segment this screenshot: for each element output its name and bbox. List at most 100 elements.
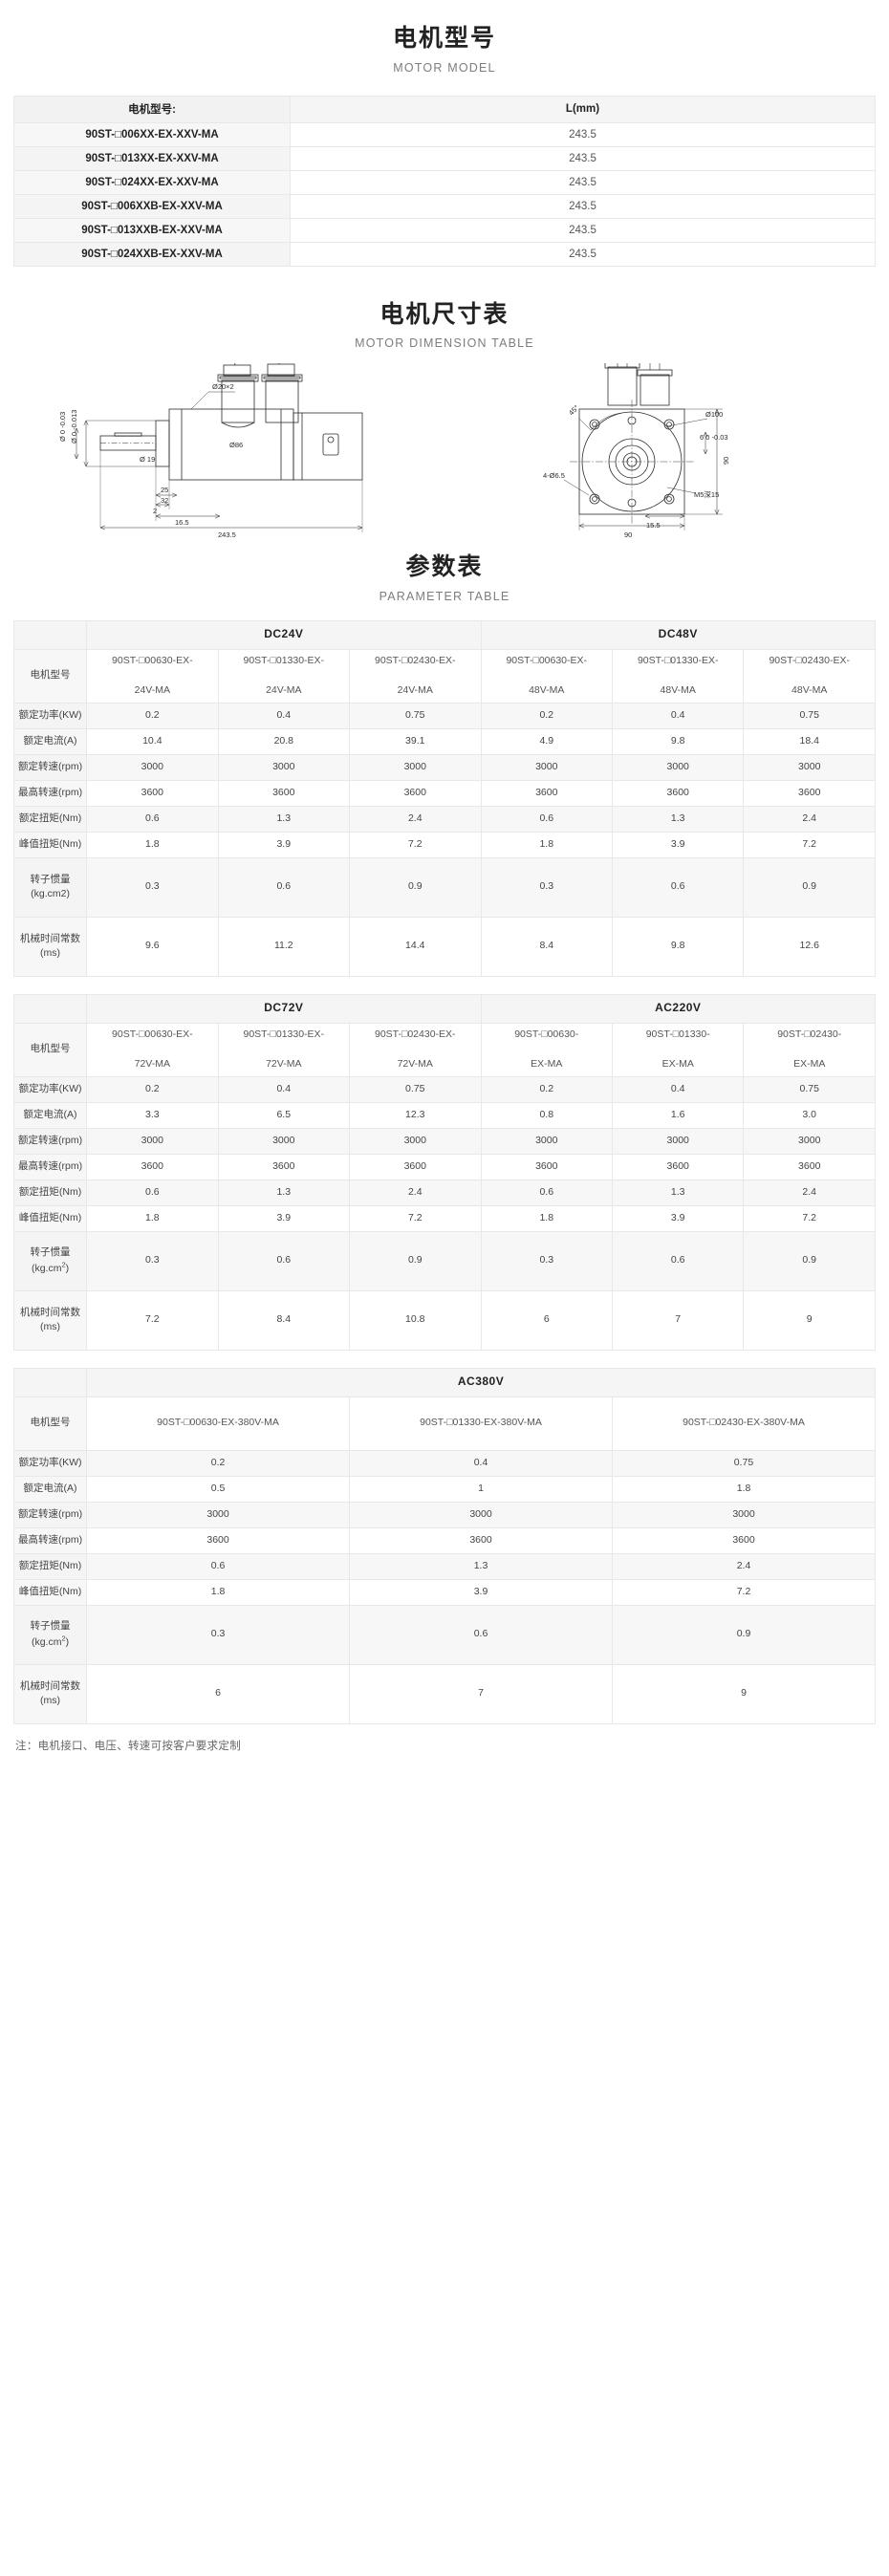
cell-value: 18.4 (743, 727, 876, 755)
row-label-unit: (kg.cm2) (31, 1634, 70, 1648)
cell-value: 0.6 (86, 1552, 351, 1580)
spec-row: 额定电流(A) 0.5 1 1.8 (12, 1475, 877, 1503)
cell-value: 0.75 (349, 702, 482, 729)
cell-model-number: 90ST-□01330- EX-MA (611, 1022, 745, 1077)
cell-value: 3600 (480, 779, 613, 807)
row-label: 转子惯量 (kg.cm2) (12, 1230, 88, 1291)
table-header-row: 电机型号: L(mm) (13, 95, 876, 123)
row-label-text: 转子惯量 (30, 1620, 71, 1633)
model-line-1: 90ST-□01330-EX- (243, 1028, 325, 1040)
cell-value: 1.3 (217, 1179, 351, 1206)
cell-value: 0.4 (611, 1075, 745, 1103)
cell-value: 7 (349, 1663, 613, 1724)
voltage-group-header: DC72V (86, 993, 482, 1024)
dimension-title-cn: 电机尺寸表 (379, 300, 510, 328)
cell-value: 20.8 (217, 727, 351, 755)
cell-value: 7.2 (86, 1289, 219, 1351)
motor-model-table: 电机型号: L(mm) 90ST-□006XX-EX-XXV-MA 243.5 90… (13, 95, 876, 267)
cell-value: 0.4 (349, 1449, 613, 1477)
row-label: 额定功率(KW) (12, 1075, 88, 1103)
row-label: 机械时间常数 (ms) (12, 1289, 88, 1351)
cell-value: 3.9 (611, 831, 745, 858)
spec-row: 额定转速(rpm) 3000 3000 3000 (12, 1501, 877, 1528)
table-row: 90ST-□013XX-EX-XXV-MA 243.5 (13, 145, 876, 171)
cell-value: 0.6 (86, 1179, 219, 1206)
cell-value: 3.9 (217, 831, 351, 858)
cell-value: 0.75 (743, 1075, 876, 1103)
cell-value: 3600 (217, 779, 351, 807)
model-line-2: 48V-MA (660, 684, 696, 696)
cell-length: 243.5 (290, 145, 876, 171)
cell-value: 0.6 (217, 856, 351, 918)
cell-value: 3600 (349, 1153, 482, 1180)
dimension-heading: 电机尺寸表 MOTOR DIMENSION TABLE (0, 267, 889, 351)
row-label-model: 电机型号 (12, 1396, 88, 1451)
parameter-heading: 参数表 PARAMETER TABLE (0, 544, 889, 603)
cell-value: 7.2 (349, 1204, 482, 1232)
row-label: 转子惯量 (kg.cm2) (12, 856, 88, 918)
cell-value: 0.9 (349, 1230, 482, 1291)
cell-value: 0.6 (86, 805, 219, 833)
spec-row: 转子惯量 (kg.cm2) 0.3 0.6 0.9 (12, 1604, 877, 1665)
cell-value: 0.2 (480, 1075, 613, 1103)
cell-value: 7.2 (743, 831, 876, 858)
cell-value: 0.3 (86, 856, 219, 918)
cell-value: 7 (611, 1289, 745, 1351)
voltage-group-header: AC220V (480, 993, 877, 1024)
model-number-row: 电机型号 90ST-□00630-EX- 24V-MA 90ST-□01330-EX-… (12, 648, 876, 704)
cell-value: 3000 (611, 1501, 877, 1528)
spec-row: 最高转速(rpm) 3600 3600 3600 3600 3600 3600 (12, 779, 876, 807)
dim-d100: Ø100 (705, 410, 723, 419)
cell-model-number: 90ST-□00630- EX-MA (480, 1022, 613, 1077)
group-row-blank (12, 619, 88, 650)
dim-90-right: 90 (722, 457, 730, 465)
cell-model-number: 90ST-□01330-EX- 24V-MA (217, 648, 351, 704)
cell-value: 7.2 (611, 1578, 877, 1606)
cell-model-number: 90ST-□02430-EX- 48V-MA (743, 648, 876, 704)
parameter-table: DC72V AC220V 电机型号 90ST-□00630-EX- 72V-MA 90ST… (12, 993, 877, 1351)
cell-value: 3000 (743, 753, 876, 781)
dim-25: 25 (161, 486, 168, 494)
row-label: 额定功率(KW) (12, 702, 88, 729)
cell-value: 3000 (217, 1127, 351, 1155)
cell-value: 2.4 (743, 805, 876, 833)
row-label-unit: (ms) (40, 947, 61, 959)
cell-value: 0.6 (480, 805, 613, 833)
dim-2: 2 (153, 507, 157, 515)
parameter-tables-wrap: DC24V DC48V 电机型号 90ST-□00630-EX- 24V-MA 90ST-… (0, 619, 889, 1724)
cell-value: 0.2 (86, 1449, 351, 1477)
cell-value: 0.4 (217, 702, 351, 729)
cell-value: 8.4 (217, 1289, 351, 1351)
cell-model-number: 90ST-□00630-EX-380V-MA (86, 1396, 351, 1451)
cell-value: 3.0 (743, 1101, 876, 1129)
row-label: 机械时间常数 (ms) (12, 1663, 88, 1724)
table-row: 90ST-□006XXB-EX-XXV-MA 243.5 (13, 193, 876, 219)
cell-value: 0.75 (611, 1449, 877, 1477)
cell-value: 1.8 (86, 1578, 351, 1606)
cell-value: 0.6 (480, 1179, 613, 1206)
cell-value: 3000 (349, 1501, 613, 1528)
cell-model: 90ST-□024XX-EX-XXV-MA (13, 169, 291, 195)
motor-model-table-body: 90ST-□006XX-EX-XXV-MA 243.5 90ST-□013XX-EX… (13, 121, 876, 267)
row-label: 额定电流(A) (12, 1101, 88, 1129)
cell-length: 243.5 (290, 241, 876, 267)
cell-value: 2.4 (743, 1179, 876, 1206)
row-label-text: 机械时间常数 (20, 1679, 81, 1692)
cell-model-number: 90ST-□02430-EX- 72V-MA (349, 1022, 482, 1077)
model-line-1: 90ST-□02430-EX- (374, 1028, 456, 1040)
model-line-1: 90ST-□02430-EX- (769, 654, 850, 666)
cell-value: 0.2 (86, 702, 219, 729)
motor-model-heading: 电机型号 MOTOR MODEL (0, 0, 889, 75)
cell-value: 3600 (86, 1153, 219, 1180)
spec-row: 额定功率(KW) 0.2 0.4 0.75 0.2 0.4 0.75 (12, 702, 876, 729)
cell-value: 12.3 (349, 1101, 482, 1129)
cell-value: 1.3 (217, 805, 351, 833)
cell-value: 1.8 (480, 831, 613, 858)
motor-model-title-en: MOTOR MODEL (393, 60, 496, 75)
model-line-1: 90ST-□00630-EX- (112, 654, 193, 666)
voltage-group-header: DC48V (480, 619, 877, 650)
cell-value: 3000 (480, 1127, 613, 1155)
cell-model: 90ST-□013XXB-EX-XXV-MA (13, 217, 291, 243)
spec-row: 额定转速(rpm) 3000 3000 3000 3000 3000 3000 (12, 753, 876, 781)
cell-value: 0.9 (349, 856, 482, 918)
